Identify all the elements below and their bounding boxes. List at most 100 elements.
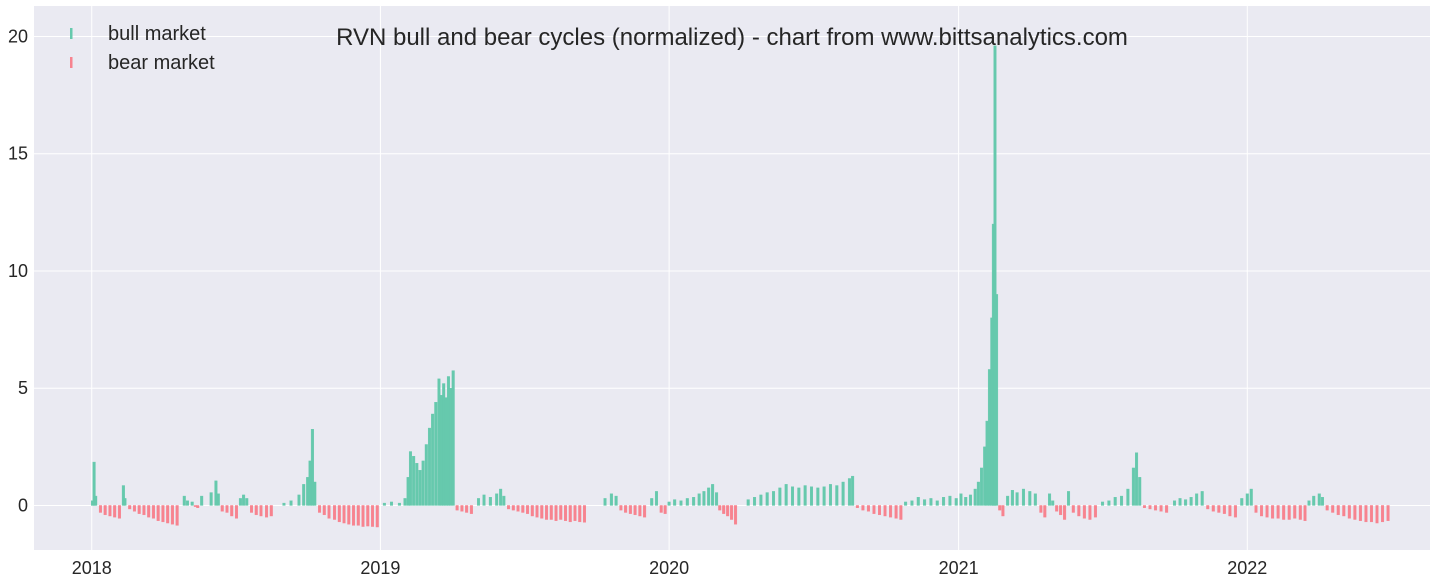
bar xyxy=(954,498,958,506)
bar xyxy=(161,505,165,523)
bar xyxy=(578,505,582,523)
bar xyxy=(1287,505,1291,520)
bar xyxy=(1120,495,1124,506)
bar xyxy=(477,498,481,506)
bars xyxy=(91,45,1390,528)
bar xyxy=(434,402,438,506)
bar xyxy=(573,505,577,521)
bar xyxy=(1178,498,1182,506)
bar xyxy=(1228,505,1232,517)
bar xyxy=(1093,505,1097,518)
bar xyxy=(759,494,763,506)
bar xyxy=(692,497,696,506)
bar xyxy=(976,481,980,506)
bar xyxy=(147,505,151,518)
bar xyxy=(614,495,618,506)
bar xyxy=(451,370,455,506)
bar xyxy=(322,505,326,516)
bar xyxy=(1055,505,1059,512)
bar xyxy=(297,494,301,506)
bar xyxy=(92,461,96,506)
legend-label: bull market xyxy=(108,23,206,45)
bar xyxy=(964,497,968,506)
bar xyxy=(230,505,234,517)
bar xyxy=(872,505,876,514)
bar xyxy=(521,505,525,513)
bar xyxy=(200,495,204,506)
bar xyxy=(254,505,258,516)
bar xyxy=(356,505,360,526)
bar xyxy=(959,493,963,506)
bar xyxy=(1107,500,1111,506)
bar xyxy=(973,488,977,506)
bar xyxy=(889,505,893,518)
bar xyxy=(1063,505,1067,520)
bar xyxy=(797,487,801,506)
y-axis: 0 5 10 15 20 xyxy=(8,26,28,515)
bar xyxy=(1135,452,1139,506)
bar xyxy=(791,486,795,506)
bar xyxy=(1088,505,1092,520)
bar xyxy=(746,499,750,506)
bar xyxy=(828,484,832,506)
plot-background xyxy=(34,6,1430,550)
bar xyxy=(861,505,865,511)
bar xyxy=(455,505,459,511)
bar xyxy=(609,493,613,506)
bar xyxy=(1200,491,1204,506)
bar xyxy=(904,501,908,506)
bar xyxy=(1336,505,1340,516)
bar xyxy=(582,505,586,523)
bar xyxy=(899,505,903,520)
x-tick-label: 2022 xyxy=(1227,558,1267,578)
bar xyxy=(948,495,952,506)
bar xyxy=(1271,505,1275,519)
bar xyxy=(412,456,416,506)
bar xyxy=(424,444,428,506)
bar xyxy=(1260,505,1264,517)
bar xyxy=(1342,505,1346,517)
bar xyxy=(142,505,146,516)
bar xyxy=(108,505,112,517)
bar xyxy=(488,497,492,506)
bar xyxy=(778,487,782,506)
bar xyxy=(910,500,914,506)
bar xyxy=(1217,505,1221,513)
bar xyxy=(1154,505,1158,511)
bar xyxy=(128,505,132,510)
bar xyxy=(502,495,506,506)
bar xyxy=(1254,505,1258,513)
bar xyxy=(1303,505,1307,521)
x-tick-label: 2019 xyxy=(360,558,400,578)
bar xyxy=(1347,505,1351,519)
bar xyxy=(318,505,322,513)
bar xyxy=(809,486,813,506)
bar xyxy=(121,485,125,506)
bar xyxy=(530,505,534,517)
bar xyxy=(1386,505,1390,521)
bar xyxy=(633,505,637,516)
bar xyxy=(659,505,663,513)
bar xyxy=(499,488,503,506)
bar xyxy=(1206,505,1210,510)
bar xyxy=(707,487,711,506)
bar xyxy=(730,505,734,520)
bar xyxy=(327,505,331,519)
bar xyxy=(1358,505,1362,521)
bar xyxy=(1159,505,1163,512)
bar xyxy=(916,497,920,506)
bar xyxy=(697,493,701,506)
bar xyxy=(333,505,337,520)
bar xyxy=(182,495,186,506)
bar xyxy=(94,495,98,506)
bar xyxy=(765,492,769,506)
bar xyxy=(1317,493,1321,506)
bar xyxy=(427,427,431,506)
bar xyxy=(685,498,689,506)
bar xyxy=(1015,492,1019,506)
bar xyxy=(883,505,887,517)
bar xyxy=(1369,505,1373,523)
bar xyxy=(894,505,898,519)
bar xyxy=(220,505,224,512)
bar xyxy=(465,505,469,513)
